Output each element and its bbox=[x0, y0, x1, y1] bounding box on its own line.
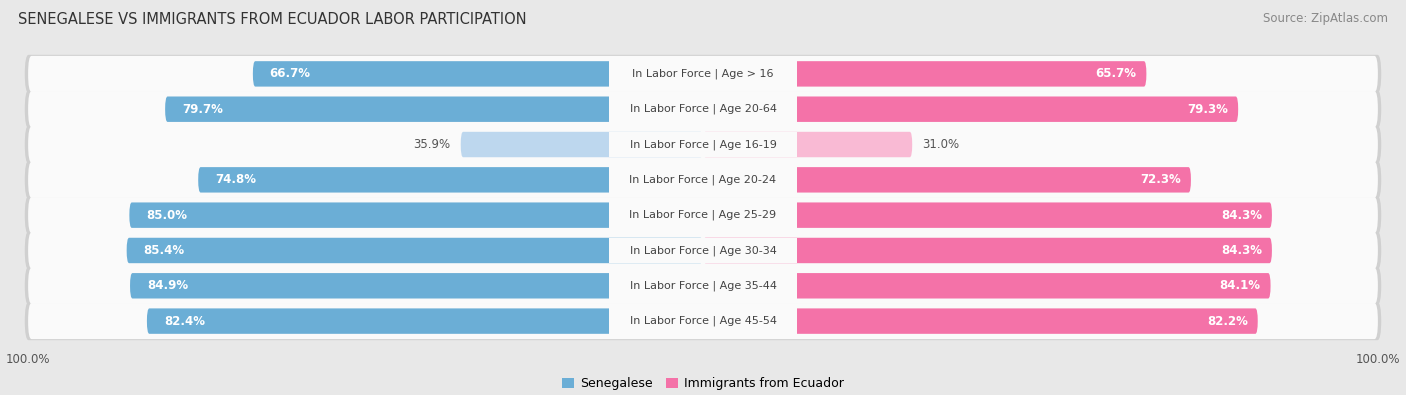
Text: In Labor Force | Age 35-44: In Labor Force | Age 35-44 bbox=[630, 280, 776, 291]
FancyBboxPatch shape bbox=[28, 91, 1378, 127]
FancyBboxPatch shape bbox=[25, 90, 1381, 128]
Bar bbox=[609, 238, 797, 263]
Text: 66.7%: 66.7% bbox=[270, 68, 311, 81]
FancyBboxPatch shape bbox=[129, 273, 703, 299]
Bar bbox=[609, 61, 797, 87]
FancyBboxPatch shape bbox=[28, 197, 1378, 233]
FancyBboxPatch shape bbox=[703, 167, 1191, 192]
FancyBboxPatch shape bbox=[28, 126, 1378, 162]
Text: 79.7%: 79.7% bbox=[181, 103, 224, 116]
Text: 82.4%: 82.4% bbox=[163, 314, 205, 327]
FancyBboxPatch shape bbox=[25, 267, 1381, 305]
Bar bbox=[609, 167, 797, 192]
Bar bbox=[609, 96, 797, 122]
Bar bbox=[609, 203, 797, 228]
FancyBboxPatch shape bbox=[28, 56, 1378, 92]
FancyBboxPatch shape bbox=[703, 61, 1146, 87]
Text: In Labor Force | Age 20-64: In Labor Force | Age 20-64 bbox=[630, 104, 776, 115]
Text: 74.8%: 74.8% bbox=[215, 173, 256, 186]
Bar bbox=[609, 132, 797, 157]
Text: In Labor Force | Age 45-54: In Labor Force | Age 45-54 bbox=[630, 316, 776, 326]
Text: 84.1%: 84.1% bbox=[1219, 279, 1260, 292]
Text: 31.0%: 31.0% bbox=[922, 138, 959, 151]
FancyBboxPatch shape bbox=[25, 126, 1381, 164]
FancyBboxPatch shape bbox=[25, 302, 1381, 340]
FancyBboxPatch shape bbox=[165, 96, 703, 122]
Text: In Labor Force | Age > 16: In Labor Force | Age > 16 bbox=[633, 69, 773, 79]
FancyBboxPatch shape bbox=[703, 203, 1272, 228]
FancyBboxPatch shape bbox=[129, 203, 703, 228]
FancyBboxPatch shape bbox=[703, 132, 912, 157]
Text: 82.2%: 82.2% bbox=[1206, 314, 1247, 327]
Text: 79.3%: 79.3% bbox=[1187, 103, 1227, 116]
FancyBboxPatch shape bbox=[127, 238, 703, 263]
FancyBboxPatch shape bbox=[25, 231, 1381, 269]
FancyBboxPatch shape bbox=[703, 308, 1258, 334]
Bar bbox=[609, 308, 797, 334]
FancyBboxPatch shape bbox=[146, 308, 703, 334]
Text: In Labor Force | Age 25-29: In Labor Force | Age 25-29 bbox=[630, 210, 776, 220]
Legend: Senegalese, Immigrants from Ecuador: Senegalese, Immigrants from Ecuador bbox=[557, 372, 849, 395]
Text: SENEGALESE VS IMMIGRANTS FROM ECUADOR LABOR PARTICIPATION: SENEGALESE VS IMMIGRANTS FROM ECUADOR LA… bbox=[18, 12, 527, 27]
Text: 85.0%: 85.0% bbox=[146, 209, 187, 222]
FancyBboxPatch shape bbox=[28, 233, 1378, 269]
Text: 84.3%: 84.3% bbox=[1220, 209, 1261, 222]
Text: 85.4%: 85.4% bbox=[143, 244, 184, 257]
Text: 72.3%: 72.3% bbox=[1140, 173, 1181, 186]
FancyBboxPatch shape bbox=[28, 303, 1378, 339]
Text: 65.7%: 65.7% bbox=[1095, 68, 1136, 81]
Text: In Labor Force | Age 20-24: In Labor Force | Age 20-24 bbox=[630, 175, 776, 185]
FancyBboxPatch shape bbox=[703, 96, 1239, 122]
FancyBboxPatch shape bbox=[28, 268, 1378, 304]
FancyBboxPatch shape bbox=[25, 196, 1381, 234]
FancyBboxPatch shape bbox=[28, 162, 1378, 198]
Text: 84.3%: 84.3% bbox=[1220, 244, 1261, 257]
Bar bbox=[609, 273, 797, 299]
FancyBboxPatch shape bbox=[25, 55, 1381, 93]
FancyBboxPatch shape bbox=[253, 61, 703, 87]
FancyBboxPatch shape bbox=[25, 161, 1381, 199]
Text: In Labor Force | Age 16-19: In Labor Force | Age 16-19 bbox=[630, 139, 776, 150]
FancyBboxPatch shape bbox=[461, 132, 703, 157]
Text: 35.9%: 35.9% bbox=[413, 138, 450, 151]
FancyBboxPatch shape bbox=[198, 167, 703, 192]
FancyBboxPatch shape bbox=[703, 273, 1271, 299]
Text: 84.9%: 84.9% bbox=[146, 279, 188, 292]
FancyBboxPatch shape bbox=[703, 238, 1272, 263]
Text: Source: ZipAtlas.com: Source: ZipAtlas.com bbox=[1263, 12, 1388, 25]
Text: In Labor Force | Age 30-34: In Labor Force | Age 30-34 bbox=[630, 245, 776, 256]
